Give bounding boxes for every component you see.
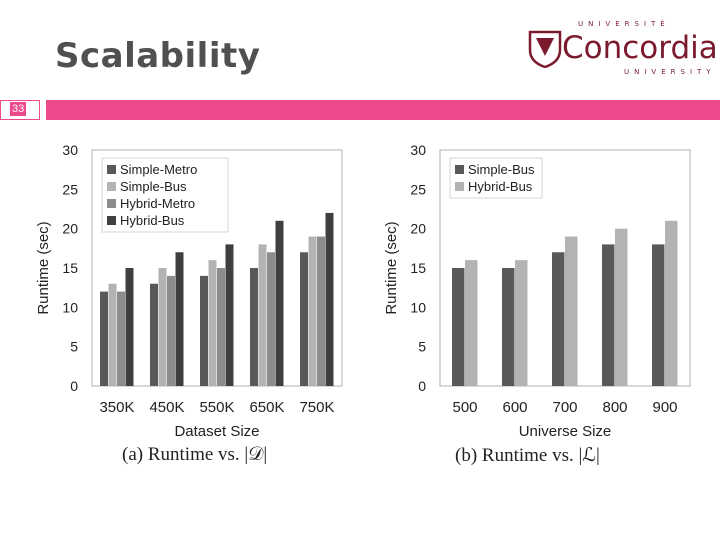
logo-main-text: Concordia — [562, 30, 718, 66]
chart-b-legend-swatch — [455, 182, 464, 191]
chart-a-x-tick-label: 650K — [249, 399, 284, 416]
chart-b-x-tick-label: 600 — [502, 399, 527, 416]
chart-b-bar-simple-bus — [552, 252, 565, 386]
chart-b-y-axis-label: Runtime (sec) — [383, 221, 400, 314]
chart-b-legend-box — [449, 157, 543, 199]
chart-b-caption: (b) Runtime vs. |ℒ| — [455, 445, 600, 466]
chart-a-y-tick-label: 20 — [62, 221, 78, 237]
chart-a-bar-hybrid-bus — [275, 220, 284, 386]
chart-b-bar-simple-bus — [502, 268, 515, 386]
chart-a-bar-hybrid-metro — [117, 291, 125, 386]
chart-a-bar-hybrid-bus — [325, 212, 334, 386]
chart-b-x-tick-label: 700 — [552, 399, 577, 416]
chart-a-bar-hybrid-metro — [267, 252, 275, 386]
chart-a-bar-simple-metro — [100, 291, 108, 386]
chart-a-bar-simple-metro — [150, 283, 158, 386]
chart-a-x-axis-label: Dataset Size — [174, 423, 259, 440]
chart-b-y-tick-label: 30 — [410, 142, 426, 158]
chart-a-caption: (a) Runtime vs. |𝒟| — [122, 444, 268, 465]
chart-a-legend-swatch — [107, 216, 116, 225]
chart-b-y-tick-label: 0 — [418, 378, 426, 394]
chart-b-x-tick-label: 500 — [452, 399, 477, 416]
chart-a-y-tick-label: 5 — [70, 339, 78, 355]
chart-a-bar-simple-bus — [308, 236, 317, 386]
chart-a-legend-label: Simple-Bus — [120, 179, 187, 194]
chart-b-bar-hybrid-bus — [565, 236, 578, 386]
chart-b-legend-label: Hybrid-Bus — [468, 179, 533, 194]
chart-a-bar-simple-metro — [250, 268, 258, 386]
chart-b-y-tick-label: 10 — [410, 299, 426, 315]
chart-a-bar-hybrid-metro — [217, 268, 225, 386]
chart-b-bar-simple-bus — [652, 244, 665, 386]
chart-b-bar-simple-bus — [452, 268, 465, 386]
chart-b-bar-hybrid-bus — [615, 228, 628, 386]
chart-b-y-tick-label: 5 — [418, 339, 426, 355]
chart-b-x-tick-label: 900 — [652, 399, 677, 416]
logo-top-text: UNIVERSITÉ — [578, 20, 670, 28]
chart-b-bar-hybrid-bus — [465, 260, 478, 386]
chart-b: 0 5 10 15 20 25 30 Runtime (sec) 500 600 700 800 900… — [378, 130, 708, 445]
chart-a-bar-simple-bus — [108, 283, 117, 386]
chart-a-y-tick-label: 25 — [62, 181, 78, 197]
chart-b-y-tick-label: 20 — [410, 221, 426, 237]
chart-a-x-tick-label: 550K — [199, 399, 234, 416]
chart-a-y-tick-label: 0 — [70, 378, 78, 394]
chart-a-legend-label: Hybrid-Bus — [120, 213, 185, 228]
chart-a-svg: 0 5 10 15 20 25 30 Runtime (sec) 350K 450K 550K 650… — [35, 142, 343, 440]
concordia-logo: UNIVERSITÉ Concordia UNIVERSITY — [528, 20, 718, 80]
chart-a-x-tick-label: 350K — [99, 399, 134, 416]
page-number: 33 — [10, 102, 27, 116]
chart-b-bar-simple-bus — [602, 244, 615, 386]
chart-a: 0 5 10 15 20 25 30 Runtime (sec) 350K 450K 550K 650… — [30, 130, 360, 445]
chart-a-legend-label: Hybrid-Metro — [120, 196, 195, 211]
slide-title: Scalability — [55, 36, 261, 76]
chart-a-legend-label: Simple-Metro — [120, 162, 197, 177]
chart-a-bar-simple-metro — [300, 252, 308, 386]
chart-a-x-tick-label: 450K — [149, 399, 184, 416]
chart-a-bar-hybrid-metro — [317, 236, 325, 386]
chart-a-x-tick-label: 750K — [299, 399, 334, 416]
chart-a-bar-simple-metro — [200, 275, 208, 386]
chart-a-bar-simple-bus — [158, 268, 167, 386]
logo-bottom-text: UNIVERSITY — [624, 68, 716, 76]
chart-b-legend-swatch — [455, 165, 464, 174]
chart-a-y-tick-label: 30 — [62, 142, 78, 158]
chart-a-y-tick-label: 10 — [62, 299, 78, 315]
chart-b-bar-hybrid-bus — [665, 220, 678, 386]
chart-b-legend-label: Simple-Bus — [468, 162, 535, 177]
chart-b-y-tick-label: 15 — [410, 260, 426, 276]
header-accent-bar — [46, 100, 720, 120]
chart-b-bar-hybrid-bus — [515, 260, 528, 386]
chart-a-bar-hybrid-bus — [175, 252, 184, 386]
university-crest-icon — [528, 30, 562, 68]
page-number-box: 33 — [0, 100, 40, 120]
chart-a-bar-hybrid-bus — [225, 244, 234, 386]
chart-b-x-axis-label: Universe Size — [519, 423, 612, 440]
chart-a-bar-simple-bus — [208, 260, 217, 386]
chart-a-y-tick-label: 15 — [62, 260, 78, 276]
chart-a-bar-hybrid-bus — [125, 268, 134, 386]
chart-b-svg: 0 5 10 15 20 25 30 Runtime (sec) 500 600 700 800 900… — [383, 142, 691, 440]
chart-b-y-tick-label: 25 — [410, 181, 426, 197]
chart-b-x-tick-label: 800 — [602, 399, 627, 416]
chart-a-legend-swatch — [107, 165, 116, 174]
chart-a-legend-swatch — [107, 199, 116, 208]
chart-a-y-axis-label: Runtime (sec) — [35, 221, 52, 314]
chart-a-bar-simple-bus — [258, 244, 267, 386]
chart-a-bar-hybrid-metro — [167, 275, 175, 386]
chart-a-legend-swatch — [107, 182, 116, 191]
chart-a-legend-box — [101, 157, 229, 233]
